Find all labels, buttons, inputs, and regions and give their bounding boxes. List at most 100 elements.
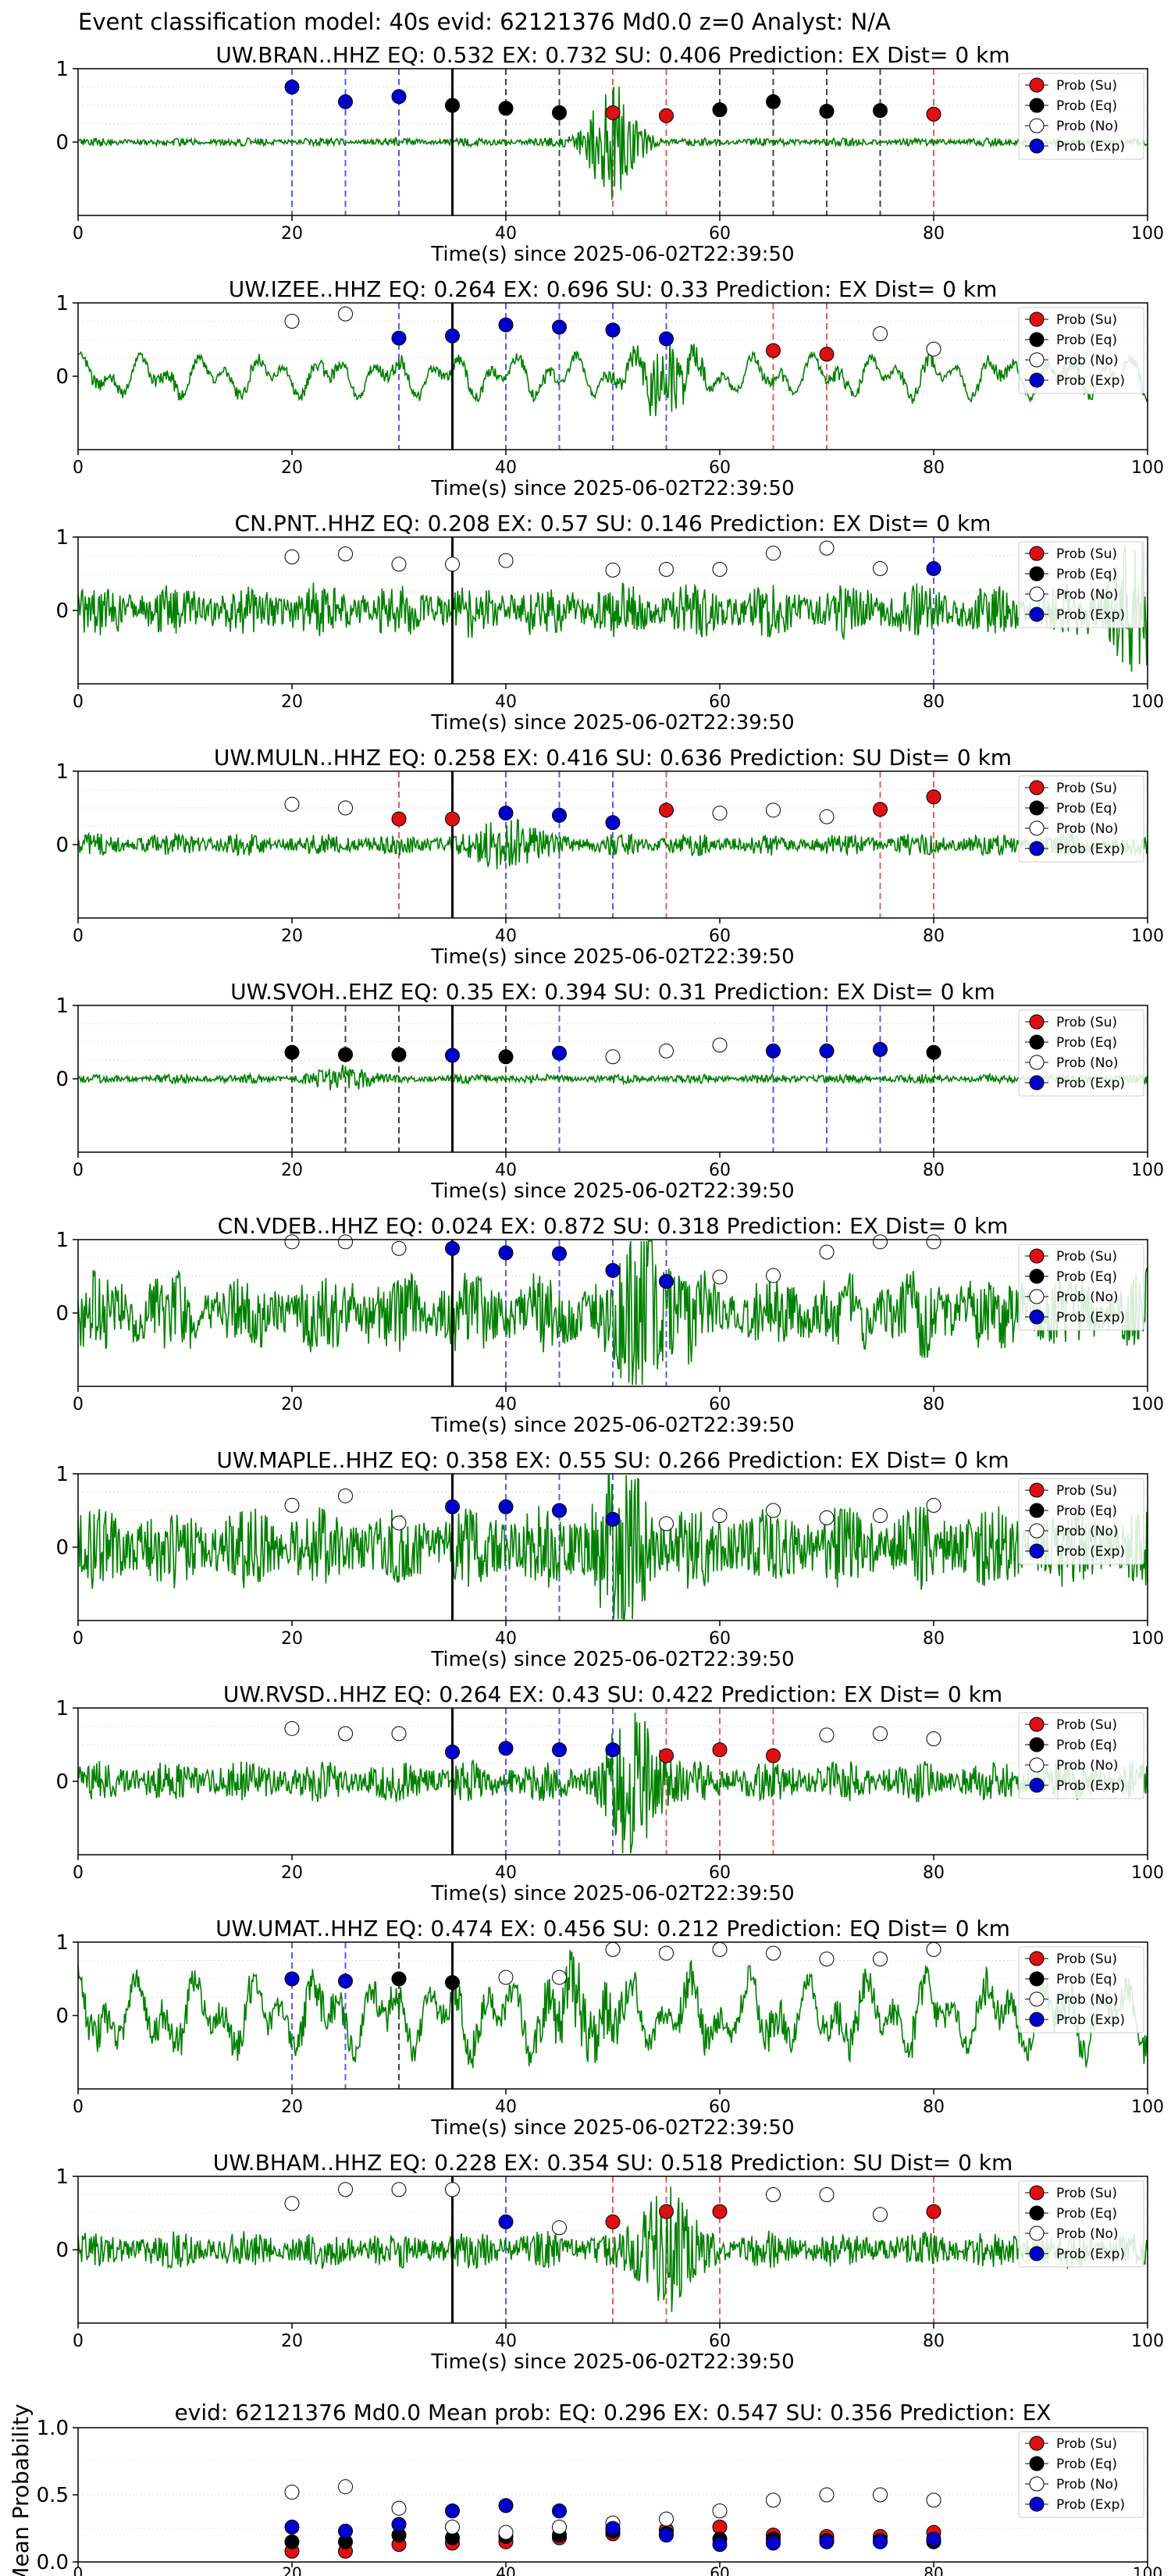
prob-marker-exp: [605, 1511, 621, 1527]
mean-marker-no: [819, 2487, 835, 2503]
legend-label: Prob (Su): [1056, 312, 1117, 328]
panel-title: UW.MULN..HHZ EQ: 0.258 EX: 0.416 SU: 0.6…: [214, 745, 1012, 770]
y-tick-label: 1: [55, 1697, 69, 1720]
mean-marker-exp: [284, 2519, 300, 2535]
prob-marker-no: [338, 546, 353, 562]
legend-marker-exp: [1029, 372, 1045, 388]
legend-marker-no: [1029, 2226, 1045, 2241]
prob-marker-no: [391, 2182, 407, 2197]
prob-marker-eq: [552, 105, 567, 120]
legend-label: Prob (Exp): [1056, 2497, 1125, 2513]
y-tick-label: 1: [55, 2165, 69, 2189]
prob-marker-no: [712, 1037, 728, 1053]
y-tick-label: 0: [55, 1770, 69, 1794]
x-tick-label: 0: [73, 2332, 84, 2351]
x-axis-label: Time(s) since 2025-06-02T22:39:50: [430, 1414, 794, 1437]
prob-marker-no: [712, 806, 728, 821]
legend-marker-eq: [1029, 1737, 1045, 1752]
prob-marker-no: [926, 1234, 941, 1250]
x-axis-label: Time(s) since 2025-06-02T22:39:50: [430, 1179, 794, 1203]
legend-label: Prob (No): [1056, 1524, 1119, 1539]
mean-marker-no: [552, 2519, 567, 2535]
x-tick-label: 40: [495, 692, 517, 712]
prob-marker-eq: [338, 1047, 353, 1062]
x-tick-label: 20: [281, 458, 303, 478]
panel-title: CN.VDEB..HHZ EQ: 0.024 EX: 0.872 SU: 0.3…: [218, 1213, 1009, 1239]
prob-marker-exp: [819, 1043, 835, 1059]
legend-marker-su: [1029, 2435, 1045, 2451]
x-tick-label: 80: [923, 1863, 945, 1883]
legend-label: Prob (Su): [1056, 1249, 1117, 1265]
mean-marker-no: [873, 2487, 888, 2503]
legend-label: Prob (Su): [1056, 781, 1117, 796]
x-tick-label: 0: [73, 2564, 84, 2576]
x-tick-label: 20: [281, 1161, 303, 1180]
prob-marker-exp: [445, 1744, 460, 1759]
x-tick-label: 100: [1131, 224, 1164, 244]
x-tick-label: 20: [281, 1863, 303, 1883]
prob-marker-no: [284, 2196, 300, 2211]
x-tick-label: 40: [495, 2332, 517, 2351]
waveform-trace: [77, 541, 1148, 672]
prob-marker-eq: [926, 1044, 941, 1060]
legend-label: Prob (Eq): [1056, 801, 1117, 817]
figure-title: Event classification model: 40s evid: 62…: [78, 9, 891, 35]
y-tick-label: 0: [55, 834, 69, 857]
x-tick-label: 20: [281, 224, 303, 244]
station-panel-3: UW.MULN..HHZ EQ: 0.258 EX: 0.416 SU: 0.6…: [55, 745, 1164, 969]
mean-marker-exp: [552, 2503, 567, 2519]
prob-marker-exp: [284, 1971, 300, 1987]
x-tick-label: 60: [709, 458, 731, 478]
legend-marker-eq: [1029, 2205, 1045, 2221]
x-tick-label: 40: [496, 2564, 515, 2576]
y-tick-label: 1: [55, 1931, 69, 1955]
y-tick-label: 0: [55, 2005, 69, 2028]
x-axis-label: Time(s) since 2025-06-02T22:39:50: [430, 711, 794, 735]
legend-marker-exp: [1029, 1777, 1045, 1793]
prob-marker-eq: [498, 1049, 514, 1065]
legend-marker-su: [1029, 77, 1045, 93]
y-tick-label: 1: [55, 1229, 69, 1252]
legend-label: Prob (Eq): [1056, 1035, 1117, 1051]
prob-marker-no: [445, 557, 460, 572]
prob-marker-no: [284, 796, 300, 812]
prob-marker-no: [819, 809, 835, 824]
x-axis-label: Time(s) since 2025-06-02T22:39:50: [430, 477, 794, 500]
legend-box: [1018, 1009, 1144, 1097]
x-tick-label: 40: [495, 1629, 517, 1649]
prob-marker-no: [498, 553, 514, 568]
waveform-trace: [77, 1064, 1148, 1091]
legend-marker-exp: [1029, 1075, 1045, 1091]
legend-label: Prob (No): [1056, 1992, 1119, 2008]
prob-marker-no: [926, 1731, 941, 1746]
legend-marker-no: [1029, 1523, 1045, 1539]
prob-marker-su: [659, 1748, 674, 1763]
legend-label: Prob (Su): [1056, 2436, 1117, 2452]
prob-marker-no: [819, 1244, 835, 1260]
prob-marker-eq: [712, 102, 728, 118]
legend-marker-su: [1029, 2185, 1045, 2201]
mean-marker-no: [766, 2492, 781, 2508]
panel-title: UW.UMAT..HHZ EQ: 0.474 EX: 0.456 SU: 0.2…: [215, 1916, 1010, 1941]
prob-marker-su: [391, 811, 407, 827]
mean-marker-exp: [819, 2534, 835, 2549]
prob-marker-no: [819, 540, 835, 556]
mean-probability-panel: evid: 62121376 Md0.0 Mean prob: EQ: 0.29…: [8, 2400, 1162, 2576]
prob-marker-no: [659, 1516, 674, 1532]
waveform-trace: [77, 1240, 1148, 1386]
legend-label: Prob (Su): [1056, 78, 1117, 94]
prob-marker-exp: [552, 1742, 567, 1758]
x-tick-label: 0: [73, 1161, 84, 1180]
legend-label: Prob (Exp): [1056, 607, 1125, 623]
prob-marker-exp: [498, 2214, 514, 2229]
mean-marker-no: [712, 2503, 728, 2519]
legend-label: Prob (Exp): [1056, 373, 1125, 389]
y-tick-label: 1: [55, 994, 69, 1018]
legend-marker-no: [1029, 586, 1045, 602]
legend-label: Prob (No): [1056, 353, 1119, 368]
prob-marker-no: [605, 562, 621, 578]
x-tick-label: 80: [923, 2097, 945, 2117]
x-tick-label: 40: [495, 1863, 517, 1883]
prob-marker-no: [284, 1720, 300, 1736]
mean-marker-eq: [284, 2534, 300, 2549]
